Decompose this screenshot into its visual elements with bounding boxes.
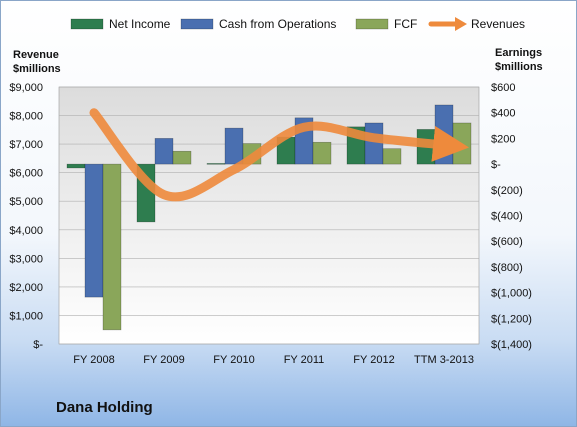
x-axis-tick-label: FY 2009: [143, 354, 184, 366]
left-axis-tick-label: $9,000: [9, 82, 43, 94]
legend-arrow-revenues: [455, 17, 467, 31]
x-axis-tick-label: TTM 3-2013: [414, 354, 474, 366]
bar-fcf: [452, 122, 472, 165]
right-axis-tick-label: $-: [491, 159, 501, 171]
x-axis-tick-label: FY 2010: [213, 354, 254, 366]
right-axis-tick-label: $(1,200): [491, 313, 532, 325]
bar-fcf: [382, 148, 402, 165]
company-name: Dana Holding: [56, 399, 153, 416]
x-axis-tick-label: FY 2008: [73, 354, 114, 366]
legend-swatch-cash-from-operations: [180, 18, 214, 30]
right-axis-tick-label: $400: [491, 108, 515, 120]
left-axis-title: $millions: [13, 63, 61, 75]
left-axis-tick-label: $5,000: [9, 196, 43, 208]
left-axis-tick-label: $7,000: [9, 139, 43, 151]
right-axis-tick-label: $600: [491, 82, 515, 94]
right-axis-title: $millions: [495, 61, 543, 73]
left-axis-tick-label: $4,000: [9, 225, 43, 237]
bar-cash-from-operations: [224, 127, 244, 165]
right-axis-tick-label: $(600): [491, 236, 523, 248]
left-axis-tick-label: $2,000: [9, 282, 43, 294]
bar-net-income: [66, 163, 86, 169]
plot-area: [58, 86, 480, 345]
revenues-line: [89, 108, 470, 202]
bar-cash-from-operations: [364, 122, 384, 165]
left-axis-tick-label: $-: [33, 339, 43, 351]
right-axis-tick-label: $(1,000): [491, 288, 532, 300]
legend-label: FCF: [394, 17, 417, 31]
legend-label: Cash from Operations: [219, 17, 336, 31]
x-axis-tick-label: FY 2012: [353, 354, 394, 366]
x-axis-tick-label: FY 2011: [284, 354, 325, 366]
bar-net-income: [206, 163, 226, 165]
right-axis-tick-label: $(800): [491, 262, 523, 274]
legend-swatch-fcf: [355, 18, 389, 30]
legend-label: Revenues: [471, 17, 525, 31]
legend-label: Net Income: [109, 17, 171, 31]
right-axis-tick-label: $200: [491, 133, 515, 145]
left-axis-title: Revenue: [13, 49, 59, 61]
bar-cash-from-operations: [84, 163, 104, 298]
bar-cash-from-operations: [154, 138, 174, 165]
right-axis-tick-label: $(1,400): [491, 339, 532, 351]
right-axis-title: Earnings: [495, 47, 542, 59]
left-axis-tick-label: $6,000: [9, 168, 43, 180]
bar-fcf: [172, 150, 192, 165]
bar-cash-from-operations: [434, 104, 454, 165]
right-axis-tick-label: $(200): [491, 185, 523, 197]
left-axis-tick-label: $1,000: [9, 310, 43, 322]
bar-fcf: [102, 163, 122, 331]
right-axis-tick-label: $(400): [491, 211, 523, 223]
left-axis-tick-label: $8,000: [9, 111, 43, 123]
left-axis-tick-label: $3,000: [9, 253, 43, 265]
bar-fcf: [312, 141, 332, 165]
legend-swatch-net-income: [70, 18, 104, 30]
